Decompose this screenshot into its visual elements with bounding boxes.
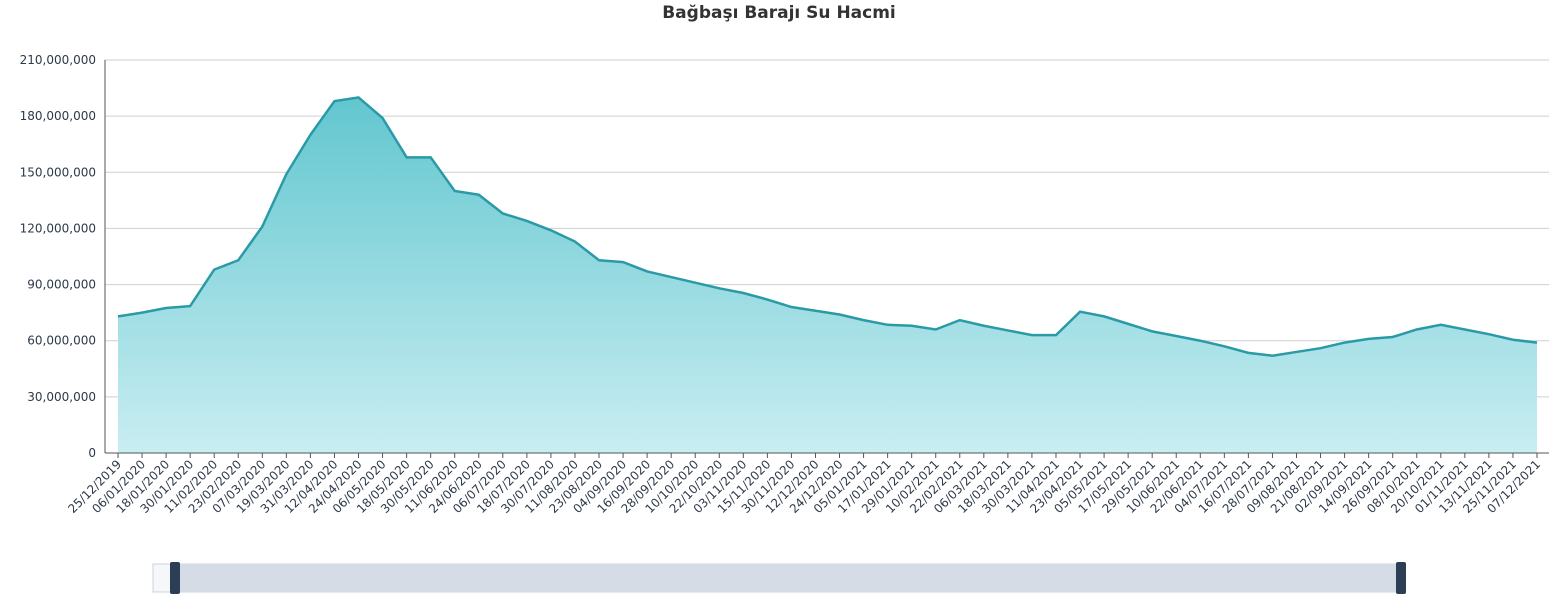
data-zoom [152,562,1406,594]
area [118,97,1537,453]
line [117,96,1538,357]
y-tick-label: 60,000,000 [27,334,96,348]
y-tick-label: 90,000,000 [27,278,96,292]
y-tick-label: 120,000,000 [20,221,96,235]
y-tick-label: 210,000,000 [20,53,96,67]
zoom-handle[interactable] [1396,562,1406,594]
y-tick-label: 180,000,000 [20,109,96,123]
zoom-handle[interactable] [170,562,180,594]
y-tick-label: 150,000,000 [20,165,96,179]
zoom-window[interactable] [175,564,1401,592]
y-tick-label: 0 [88,446,96,460]
chart-title: Bağbaşı Barajı Su Hacmi [662,3,896,23]
y-tick-label: 30,000,000 [27,390,96,404]
